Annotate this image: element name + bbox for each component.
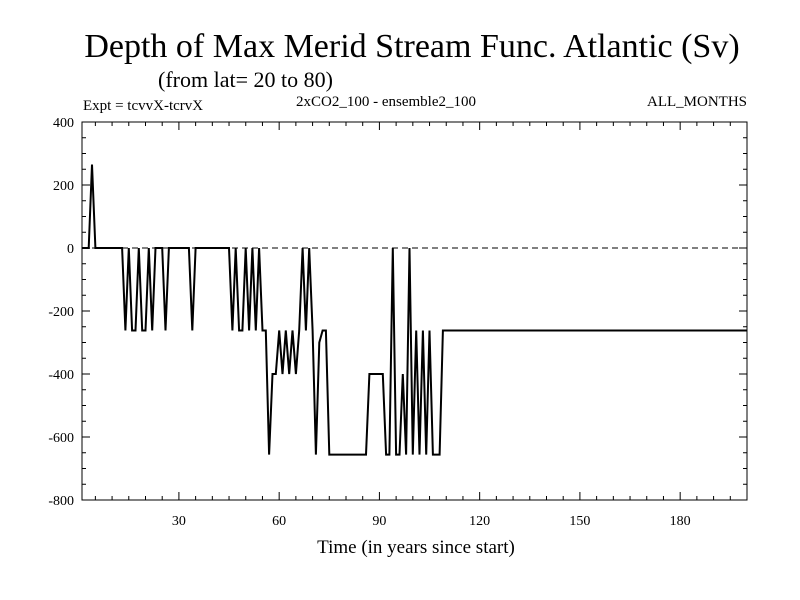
expt-label: Expt = tcvvX-tcrvX: [83, 98, 203, 114]
x-tick-label: 30: [172, 514, 186, 529]
y-tick-label: -800: [48, 494, 74, 509]
chart-subtitle: (from lat= 20 to 80): [158, 67, 333, 92]
y-axis: 400 200 0 -200 -400 -600 -800: [48, 116, 747, 509]
series-line-0: [82, 164, 747, 456]
chart-title: Depth of Max Merid Stream Func. Atlantic…: [84, 28, 739, 65]
x-tick-label: 180: [670, 514, 691, 529]
series-group: [82, 164, 747, 456]
y-tick-label: -400: [48, 368, 74, 383]
x-axis: 30 60 90 120 150 180: [94, 122, 731, 529]
x-tick-label: 60: [272, 514, 286, 529]
y-tick-label: 400: [53, 116, 74, 131]
x-tick-label: 150: [569, 514, 590, 529]
plot-frame: [81, 121, 748, 501]
y-tick-label: 200: [53, 179, 74, 194]
y-tick-label: 0: [67, 242, 74, 257]
y-tick-label: -200: [48, 305, 74, 320]
period-label: ALL_MONTHS: [647, 94, 747, 110]
x-tick-label: 120: [469, 514, 490, 529]
y-tick-label: -600: [48, 431, 74, 446]
x-axis-label: Time (in years since start): [317, 537, 515, 558]
run-label: 2xCO2_100 - ensemble2_100: [296, 94, 476, 110]
x-tick-label: 90: [372, 514, 386, 529]
